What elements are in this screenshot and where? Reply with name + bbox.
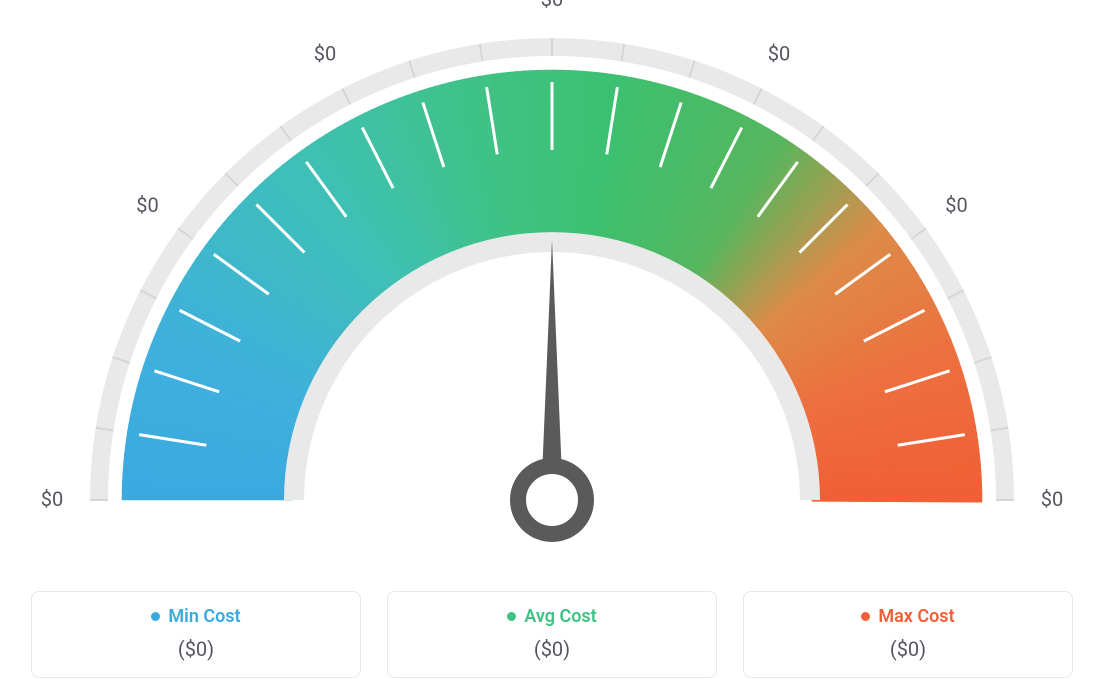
legend-label-min: Min Cost bbox=[151, 606, 240, 627]
svg-text:$0: $0 bbox=[541, 0, 563, 11]
legend-card-max: Max Cost ($0) bbox=[743, 591, 1073, 678]
gauge-area: $0 $0 $0 $0 $0 $0 $0 bbox=[22, 0, 1082, 560]
legend-row: Min Cost ($0) Avg Cost ($0) Max Cost ($0… bbox=[0, 591, 1104, 678]
svg-text:$0: $0 bbox=[768, 41, 790, 65]
legend-label-avg: Avg Cost bbox=[507, 606, 596, 627]
svg-text:$0: $0 bbox=[136, 193, 158, 217]
legend-value-min: ($0) bbox=[42, 637, 350, 661]
legend-text-avg: Avg Cost bbox=[524, 606, 596, 627]
legend-value-max: ($0) bbox=[754, 637, 1062, 661]
legend-value-avg: ($0) bbox=[398, 637, 706, 661]
legend-dot-min bbox=[151, 612, 160, 621]
gauge-svg: $0 $0 $0 $0 $0 $0 $0 bbox=[22, 0, 1082, 560]
legend-text-min: Min Cost bbox=[168, 606, 240, 627]
svg-text:$0: $0 bbox=[945, 193, 967, 217]
legend-dot-max bbox=[861, 612, 870, 621]
legend-text-max: Max Cost bbox=[878, 606, 954, 627]
legend-card-min: Min Cost ($0) bbox=[31, 591, 361, 678]
gauge-cost-chart: $0 $0 $0 $0 $0 $0 $0 Min Cost ($0) Avg Cost ($… bbox=[0, 0, 1104, 690]
legend-label-max: Max Cost bbox=[861, 606, 954, 627]
svg-text:$0: $0 bbox=[314, 41, 336, 65]
legend-card-avg: Avg Cost ($0) bbox=[387, 591, 717, 678]
svg-text:$0: $0 bbox=[41, 487, 63, 511]
svg-text:$0: $0 bbox=[1041, 487, 1063, 511]
legend-dot-avg bbox=[507, 612, 516, 621]
